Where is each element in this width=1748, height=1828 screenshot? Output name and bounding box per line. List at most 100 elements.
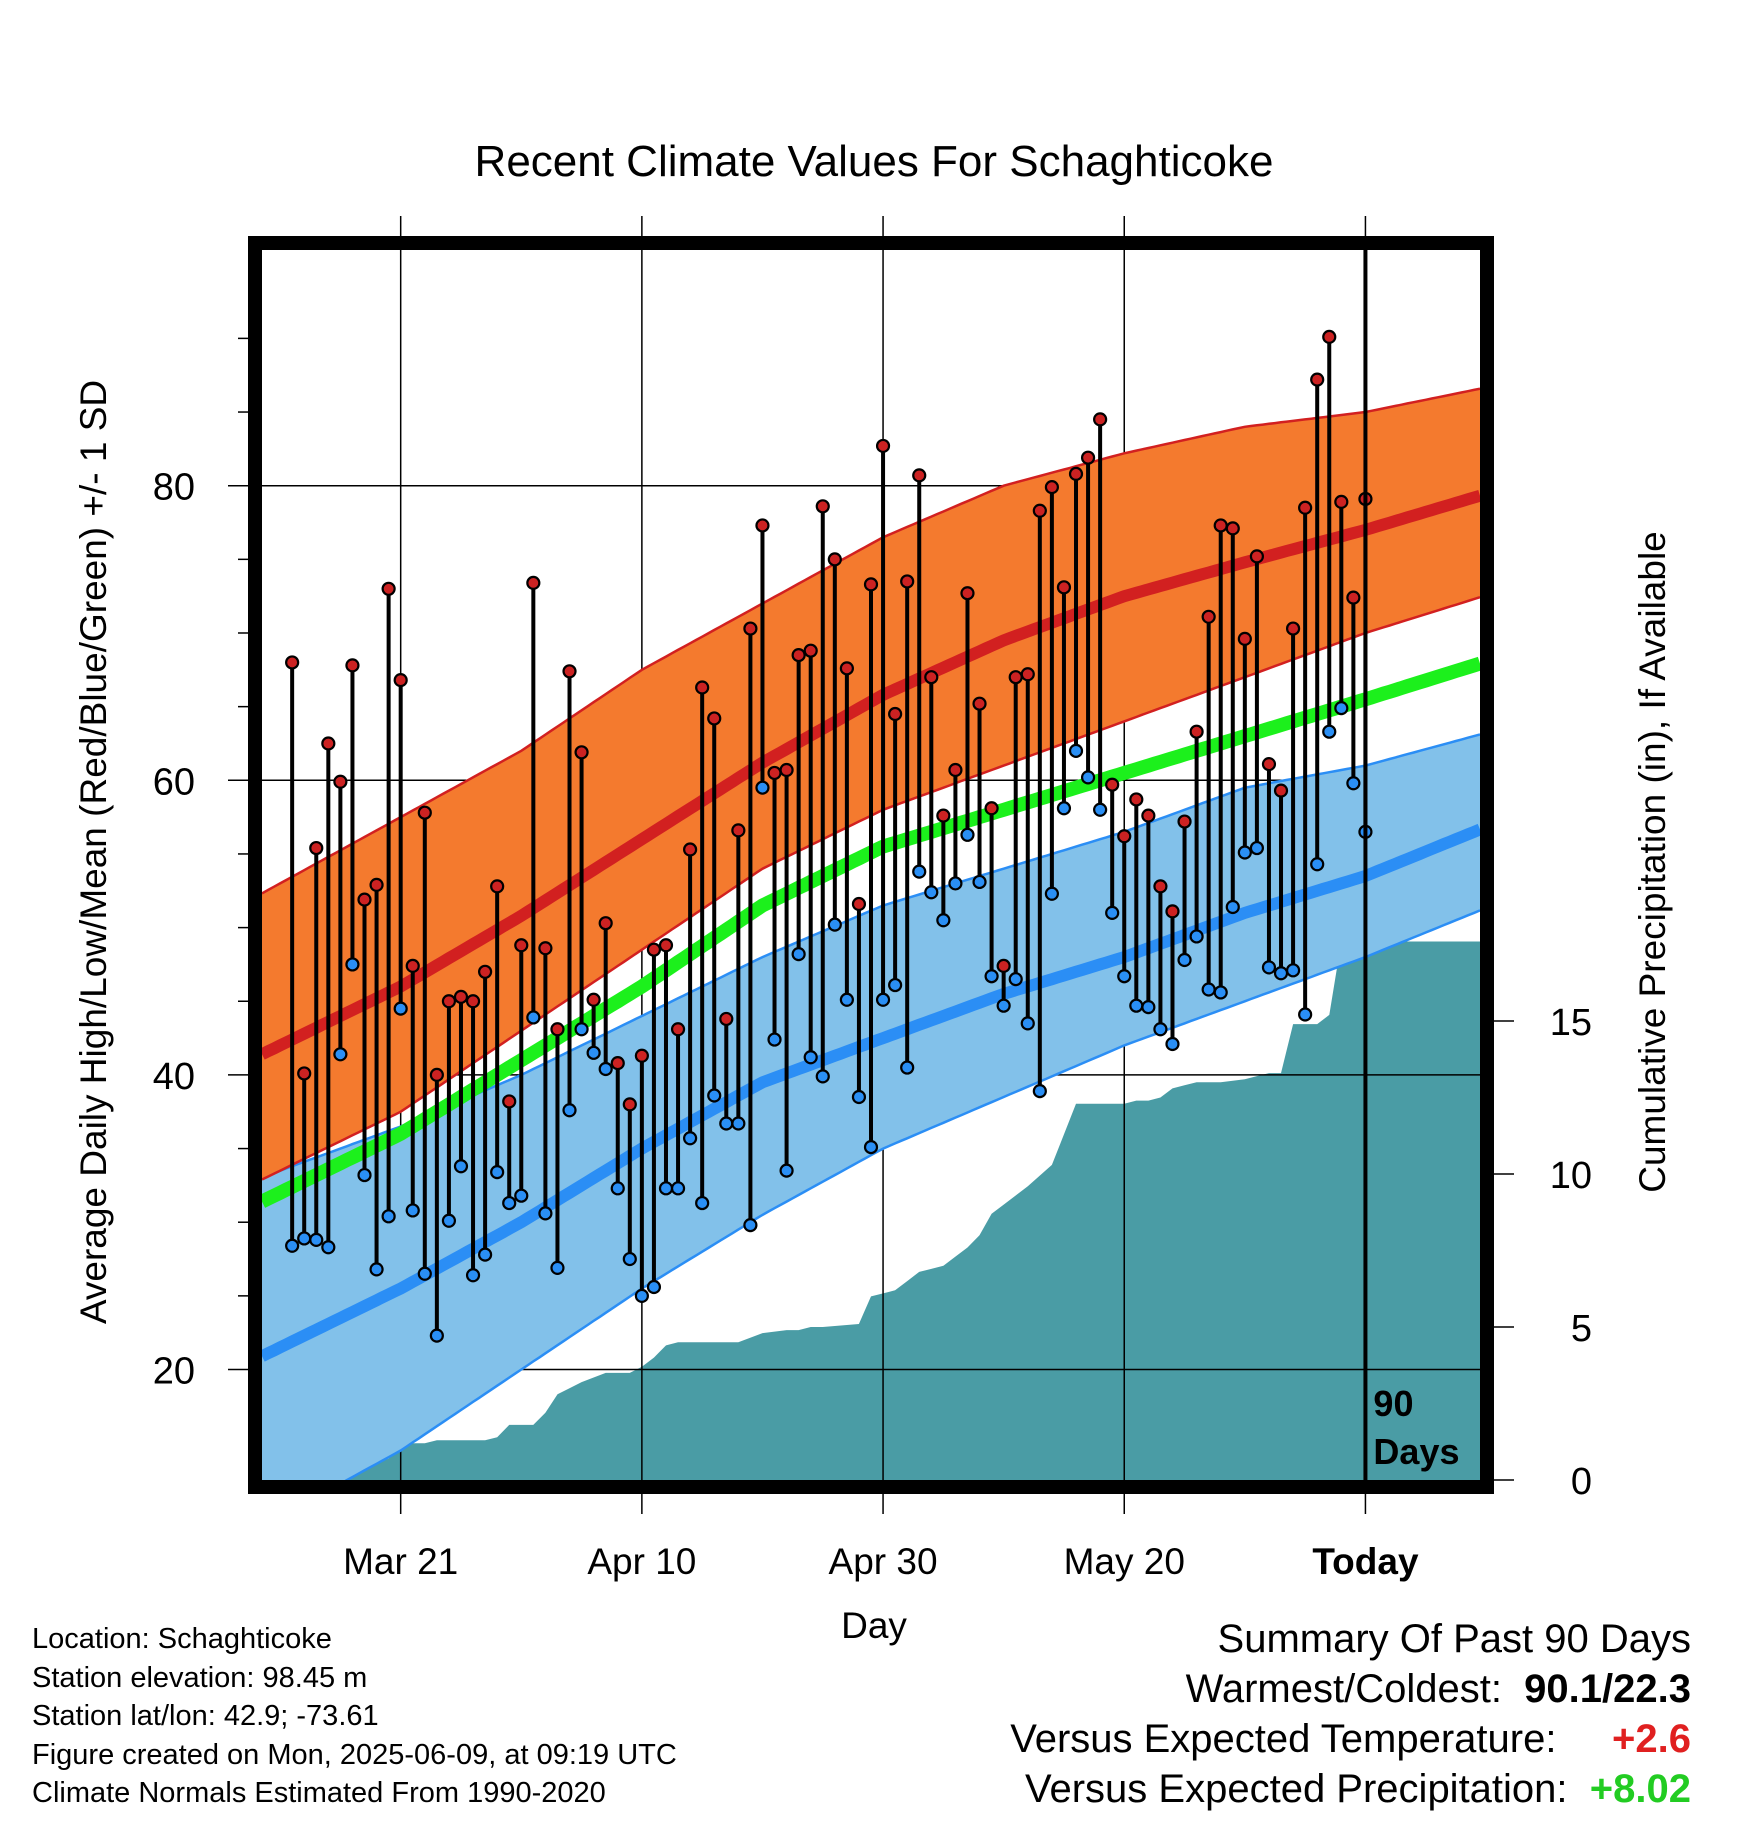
high-point-87 xyxy=(1334,494,1349,509)
high-point-8 xyxy=(381,581,396,596)
low-point-11 xyxy=(417,1266,432,1281)
low-point-82 xyxy=(1273,966,1289,981)
high-point-86 xyxy=(1322,329,1337,345)
high-point-26 xyxy=(598,916,613,931)
precipitation-layer xyxy=(262,941,1480,1480)
today-label-line1: 90 xyxy=(1373,1383,1413,1424)
created-text: Figure created on Mon, 2025-06-09, at 09… xyxy=(32,1738,677,1771)
high-point-25 xyxy=(586,992,601,1007)
low-point-51 xyxy=(900,1060,915,1075)
high-point-16 xyxy=(477,964,493,979)
low-point-40 xyxy=(767,1032,782,1047)
high-point-52 xyxy=(912,468,927,483)
low-point-23 xyxy=(562,1103,577,1118)
high-point-2 xyxy=(309,840,324,856)
high-point-81 xyxy=(1261,756,1277,772)
y2-tick-label-3: 15 xyxy=(1550,1002,1592,1044)
high-point-62 xyxy=(1032,503,1047,518)
high-point-1 xyxy=(297,1066,312,1081)
low-point-35 xyxy=(707,1088,722,1103)
high-point-47 xyxy=(851,896,867,912)
low-point-42 xyxy=(791,947,806,962)
station-info: Location: Schaghticoke Station elevation… xyxy=(32,1620,677,1813)
high-point-73 xyxy=(1165,904,1180,919)
low-point-24 xyxy=(574,1022,589,1037)
high-point-61 xyxy=(1020,667,1035,682)
low-point-81 xyxy=(1261,960,1277,975)
high-point-0 xyxy=(285,655,300,670)
low-point-85 xyxy=(1310,857,1325,872)
summary-panel: Summary Of Past 90 Days Warmest/Coldest:… xyxy=(1010,1614,1691,1814)
high-point-20 xyxy=(526,575,541,591)
high-point-27 xyxy=(610,1056,625,1071)
high-point-24 xyxy=(574,745,589,760)
low-point-84 xyxy=(1298,1007,1313,1022)
high-point-43 xyxy=(803,643,818,658)
high-point-9 xyxy=(393,673,408,688)
low-point-14 xyxy=(453,1159,469,1174)
high-point-3 xyxy=(321,736,336,751)
high-point-82 xyxy=(1273,783,1289,798)
high-point-34 xyxy=(695,680,710,695)
x-tick-label-0: Mar 21 xyxy=(343,1541,458,1582)
normals-text: Climate Normals Estimated From 1990-2020 xyxy=(32,1777,606,1809)
high-point-63 xyxy=(1044,480,1059,495)
warmest-label: Warmest/Coldest: xyxy=(1185,1667,1502,1711)
low-point-17 xyxy=(490,1165,505,1180)
high-point-48 xyxy=(863,577,879,592)
high-point-42 xyxy=(791,647,806,663)
y-tick-label-3: 80 xyxy=(153,467,195,509)
low-point-39 xyxy=(755,780,770,795)
location-text: Location: Schaghticoke xyxy=(32,1623,332,1655)
high-point-31 xyxy=(658,938,674,953)
low-point-27 xyxy=(610,1181,625,1196)
low-point-16 xyxy=(477,1247,493,1262)
high-point-19 xyxy=(514,938,529,953)
high-point-10 xyxy=(405,958,420,974)
frame-border xyxy=(248,236,1494,1494)
low-point-6 xyxy=(357,1167,372,1183)
low-point-8 xyxy=(381,1209,396,1224)
plot-frame xyxy=(248,236,1494,1494)
high-point-71 xyxy=(1141,808,1156,823)
low-point-41 xyxy=(779,1163,794,1178)
high-point-17 xyxy=(490,879,505,894)
low-point-71 xyxy=(1141,1000,1156,1015)
x-axis-label: Day xyxy=(841,1605,907,1646)
precip-label: Versus Expected Precipitation: xyxy=(1025,1767,1568,1811)
low-point-21 xyxy=(538,1206,553,1221)
low-point-22 xyxy=(550,1260,565,1275)
high-point-41 xyxy=(779,762,794,778)
high-point-76 xyxy=(1201,609,1216,624)
low-point-79 xyxy=(1237,845,1252,860)
high-point-60 xyxy=(1008,670,1023,685)
low-point-80 xyxy=(1249,840,1265,856)
low-point-34 xyxy=(695,1195,710,1211)
low-point-76 xyxy=(1201,982,1216,997)
high-point-51 xyxy=(900,574,915,589)
low-point-55 xyxy=(948,876,963,891)
low-point-2 xyxy=(309,1232,324,1247)
low-point-15 xyxy=(465,1268,481,1283)
summary-title: Summary Of Past 90 Days xyxy=(1217,1617,1691,1661)
low-point-66 xyxy=(1080,770,1096,785)
high-point-30 xyxy=(646,942,662,957)
low-point-28 xyxy=(622,1251,637,1267)
elevation-text: Station elevation: 98.45 m xyxy=(32,1661,368,1694)
high-point-85 xyxy=(1310,372,1325,387)
low-point-70 xyxy=(1129,998,1144,1013)
high-point-78 xyxy=(1225,521,1240,536)
temp-departure-value: +2.6 xyxy=(1612,1717,1691,1761)
high-point-59 xyxy=(996,958,1011,974)
low-point-54 xyxy=(936,913,951,928)
high-point-67 xyxy=(1093,412,1108,427)
high-point-46 xyxy=(839,661,854,676)
x-tick-label-2: Apr 30 xyxy=(829,1541,938,1582)
y2-tick-label-1: 5 xyxy=(1571,1308,1592,1350)
high-point-40 xyxy=(767,765,782,781)
high-point-77 xyxy=(1213,518,1228,533)
low-point-25 xyxy=(586,1045,601,1060)
high-point-14 xyxy=(453,989,469,1004)
plot-area: 90 Days xyxy=(262,250,1480,1480)
high-point-44 xyxy=(815,499,830,514)
